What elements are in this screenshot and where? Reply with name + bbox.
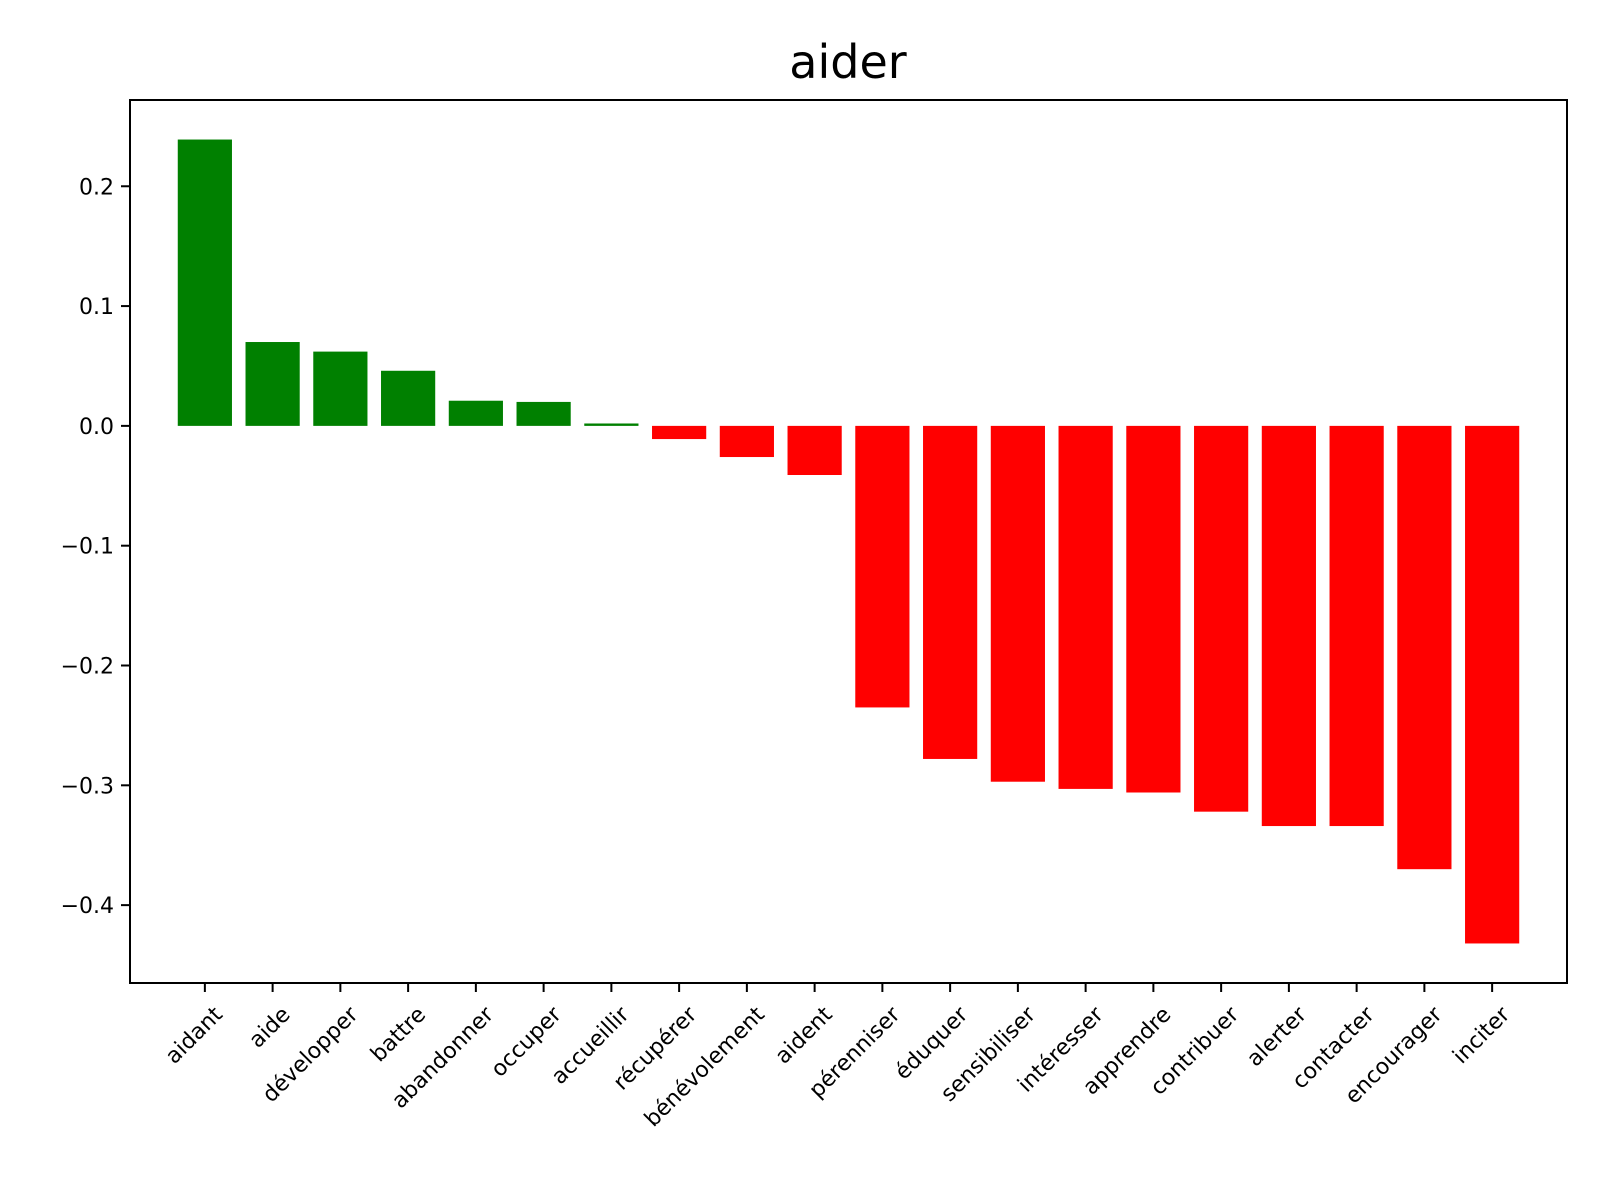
y-tick-label: −0.1 [61, 535, 114, 560]
y-tick-label: −0.2 [61, 655, 114, 680]
bar-aidant [177, 139, 232, 426]
y-axis: 0.2 0.1 0.0 −0.1 −0.2 −0.3 −0.4 [61, 175, 130, 919]
bar-pérenniser [855, 425, 910, 708]
bar-battre [381, 370, 436, 426]
bar-aide [245, 342, 300, 426]
bar-éduquer [923, 425, 978, 759]
y-tick-label: 0.2 [79, 175, 114, 200]
bar-apprendre [1126, 425, 1181, 793]
bars-group [177, 139, 1520, 944]
x-tick-label: battre [366, 1002, 431, 1067]
bar-occuper [516, 401, 571, 426]
bar-inciter [1465, 425, 1520, 944]
y-tick-label: 0.0 [79, 415, 114, 440]
bar-intéresser [1058, 425, 1113, 789]
bar-encourager [1397, 425, 1452, 870]
y-tick-label: −0.3 [61, 774, 114, 799]
bar-développer [313, 351, 368, 426]
y-tick-label: 0.1 [79, 295, 114, 320]
x-tick-label: aidant [161, 1002, 228, 1069]
bar-accueillir [584, 423, 639, 426]
x-tick-label: bénévolement [640, 1002, 770, 1132]
x-tick-label: aident [771, 1002, 838, 1069]
y-tick-label: −0.4 [61, 894, 114, 919]
bar-aident [787, 425, 842, 476]
bar-alerter [1261, 425, 1316, 827]
chart-title: aider [789, 35, 906, 89]
bar-sensibiliser [990, 425, 1045, 782]
x-tick-label: inciter [1448, 1002, 1515, 1069]
plot-frame [129, 99, 1568, 984]
bar-abandonner [448, 400, 503, 426]
bar-récupérer [652, 425, 707, 440]
bar-contacter [1329, 425, 1384, 827]
x-tick-label: aide [245, 1002, 296, 1053]
bar-contribuer [1194, 425, 1249, 812]
bar-bénévolement [719, 425, 774, 458]
